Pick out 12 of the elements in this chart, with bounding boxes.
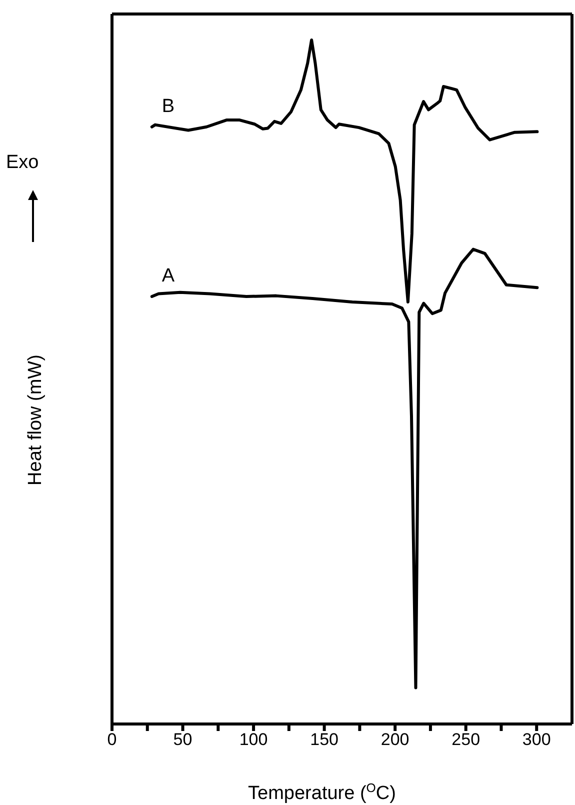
series-label: B <box>162 96 175 117</box>
x-tick-label: 200 <box>380 730 410 750</box>
text: Exo <box>6 152 39 173</box>
x-tick-label: 300 <box>522 730 551 750</box>
x-tick-label: 250 <box>452 730 480 750</box>
x-tick-label: 150 <box>310 730 338 750</box>
x-tick-label: 50 <box>173 730 192 750</box>
series-label: A <box>162 265 175 286</box>
y-axis-title: Heat flow (mW) <box>25 354 46 486</box>
x-axis-title: Temperature ($^{O}$C) <box>248 781 396 804</box>
x-tick-label: 0 <box>107 730 117 750</box>
x-tick-label: 100 <box>239 730 268 750</box>
